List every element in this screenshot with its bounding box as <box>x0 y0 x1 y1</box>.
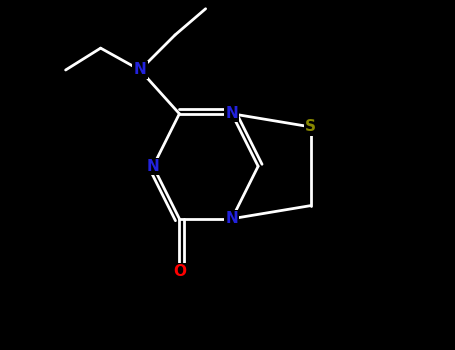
Text: N: N <box>226 106 238 121</box>
Text: N: N <box>226 211 238 226</box>
Text: S: S <box>305 119 316 134</box>
Text: O: O <box>173 264 186 279</box>
Text: N: N <box>134 63 147 77</box>
Text: N: N <box>147 159 160 174</box>
